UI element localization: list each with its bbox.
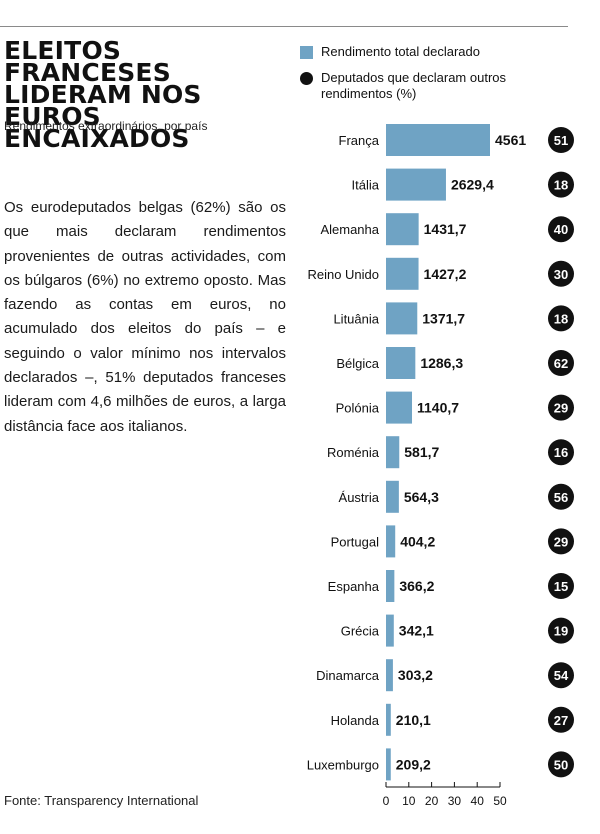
value-label: 2629,4 xyxy=(451,177,494,193)
percent-dot xyxy=(548,617,574,644)
category-label: Polónia xyxy=(336,401,380,416)
x-axis-tick-label: 0 xyxy=(383,794,390,808)
percent-label: 16 xyxy=(554,445,568,460)
bar xyxy=(386,659,393,692)
percent-dot xyxy=(548,439,574,466)
category-label: Portugal xyxy=(331,534,380,549)
bar xyxy=(386,302,418,335)
bar xyxy=(386,480,399,513)
percent-dot xyxy=(548,127,574,153)
value-label: 1427,2 xyxy=(424,266,467,282)
percent-dot xyxy=(548,662,574,689)
body-text: Os eurodeputados belgas (62%) são os que… xyxy=(4,199,286,435)
percent-dot xyxy=(548,706,574,733)
percent-label: 29 xyxy=(554,534,568,549)
category-label: Grécia xyxy=(341,624,380,639)
bar xyxy=(386,347,416,379)
category-label: Holanda xyxy=(331,713,380,728)
bar xyxy=(386,748,391,781)
category-label: Luxemburgo xyxy=(307,757,379,772)
percent-dot xyxy=(548,751,574,778)
percent-dot xyxy=(548,305,574,332)
legend-item-bars: Rendimento total declarado xyxy=(300,44,511,60)
legend-dots-label: Deputados que declaram outros rendimento… xyxy=(321,70,507,101)
value-label: 1140,7 xyxy=(417,400,459,416)
percent-label: 30 xyxy=(554,267,568,282)
value-label: 4561 xyxy=(495,132,526,148)
value-label: 581,7 xyxy=(404,444,439,460)
value-label: 366,2 xyxy=(399,578,434,594)
category-label: França xyxy=(339,133,380,148)
category-label: Áustria xyxy=(339,490,380,505)
x-axis-tick-label: 10 xyxy=(402,794,416,808)
bar xyxy=(386,570,395,602)
bars-layer: França 4561 51 Itália 2629,4 18 Alemanha 1431,7… xyxy=(307,124,574,781)
value-label: 342,1 xyxy=(399,623,434,639)
bar xyxy=(386,391,413,424)
percent-dot xyxy=(548,350,574,376)
value-label: 564,3 xyxy=(404,489,439,505)
x-axis-tick-label: 30 xyxy=(448,794,462,808)
bar xyxy=(386,525,396,558)
bar xyxy=(386,257,419,290)
x-axis: 0 10 20 30 40 50 xyxy=(383,782,507,808)
percent-dot xyxy=(548,171,574,198)
percent-dot xyxy=(548,216,574,243)
percent-label: 18 xyxy=(554,178,568,193)
category-label: Lituânia xyxy=(333,311,379,326)
legend-item-dots: Deputados que declaram outros rendimento… xyxy=(300,70,511,102)
x-axis-tick-label: 20 xyxy=(425,794,439,808)
category-label: Dinamarca xyxy=(316,668,380,683)
percent-dot xyxy=(548,528,574,555)
percent-label: 18 xyxy=(554,311,568,326)
percent-label: 15 xyxy=(554,579,568,594)
legend-bar-swatch xyxy=(300,46,313,59)
x-axis-tick-label: 50 xyxy=(493,794,507,808)
category-label: Reino Unido xyxy=(307,267,379,282)
category-label: Alemanha xyxy=(320,222,379,237)
percent-label: 62 xyxy=(554,356,568,371)
category-label: Itália xyxy=(352,178,380,193)
percent-dot xyxy=(548,573,574,599)
category-label: Bélgica xyxy=(336,356,379,371)
percent-label: 27 xyxy=(554,713,568,728)
value-label: 404,2 xyxy=(400,533,435,549)
percent-label: 54 xyxy=(554,668,569,683)
bar xyxy=(386,436,400,469)
legend-dot-swatch xyxy=(300,72,313,85)
bar xyxy=(386,213,419,246)
percent-dot xyxy=(548,394,574,421)
percent-label: 51 xyxy=(554,133,568,148)
percent-dot xyxy=(548,260,574,287)
value-label: 210,1 xyxy=(396,712,431,728)
bar xyxy=(386,168,446,201)
percent-label: 56 xyxy=(554,490,568,505)
percent-label: 50 xyxy=(554,757,568,772)
value-label: 1371,7 xyxy=(422,310,465,326)
bar xyxy=(386,124,490,156)
percent-label: 19 xyxy=(554,624,568,639)
source-note: Fonte: Transparency International xyxy=(4,793,199,808)
category-label: Espanha xyxy=(328,579,380,594)
value-label: 209,2 xyxy=(396,756,431,772)
value-label: 303,2 xyxy=(398,667,433,683)
chart-subtitle: Rendimentos extraordinários, por país xyxy=(4,119,208,133)
value-label: 1431,7 xyxy=(424,221,467,237)
top-rule xyxy=(0,26,568,27)
bar xyxy=(386,703,391,736)
percent-label: 40 xyxy=(554,222,568,237)
legend-bars-label: Rendimento total declarado xyxy=(321,44,480,59)
category-label: Roménia xyxy=(327,445,380,460)
bar xyxy=(386,614,394,647)
chart-title: ELEITOS FRANCESES LIDERAM NOS EUROS ENCA… xyxy=(4,36,202,153)
value-label: 1286,3 xyxy=(420,355,463,371)
percent-label: 29 xyxy=(554,401,568,416)
x-axis-tick-label: 40 xyxy=(471,794,485,808)
percent-dot xyxy=(548,483,574,510)
